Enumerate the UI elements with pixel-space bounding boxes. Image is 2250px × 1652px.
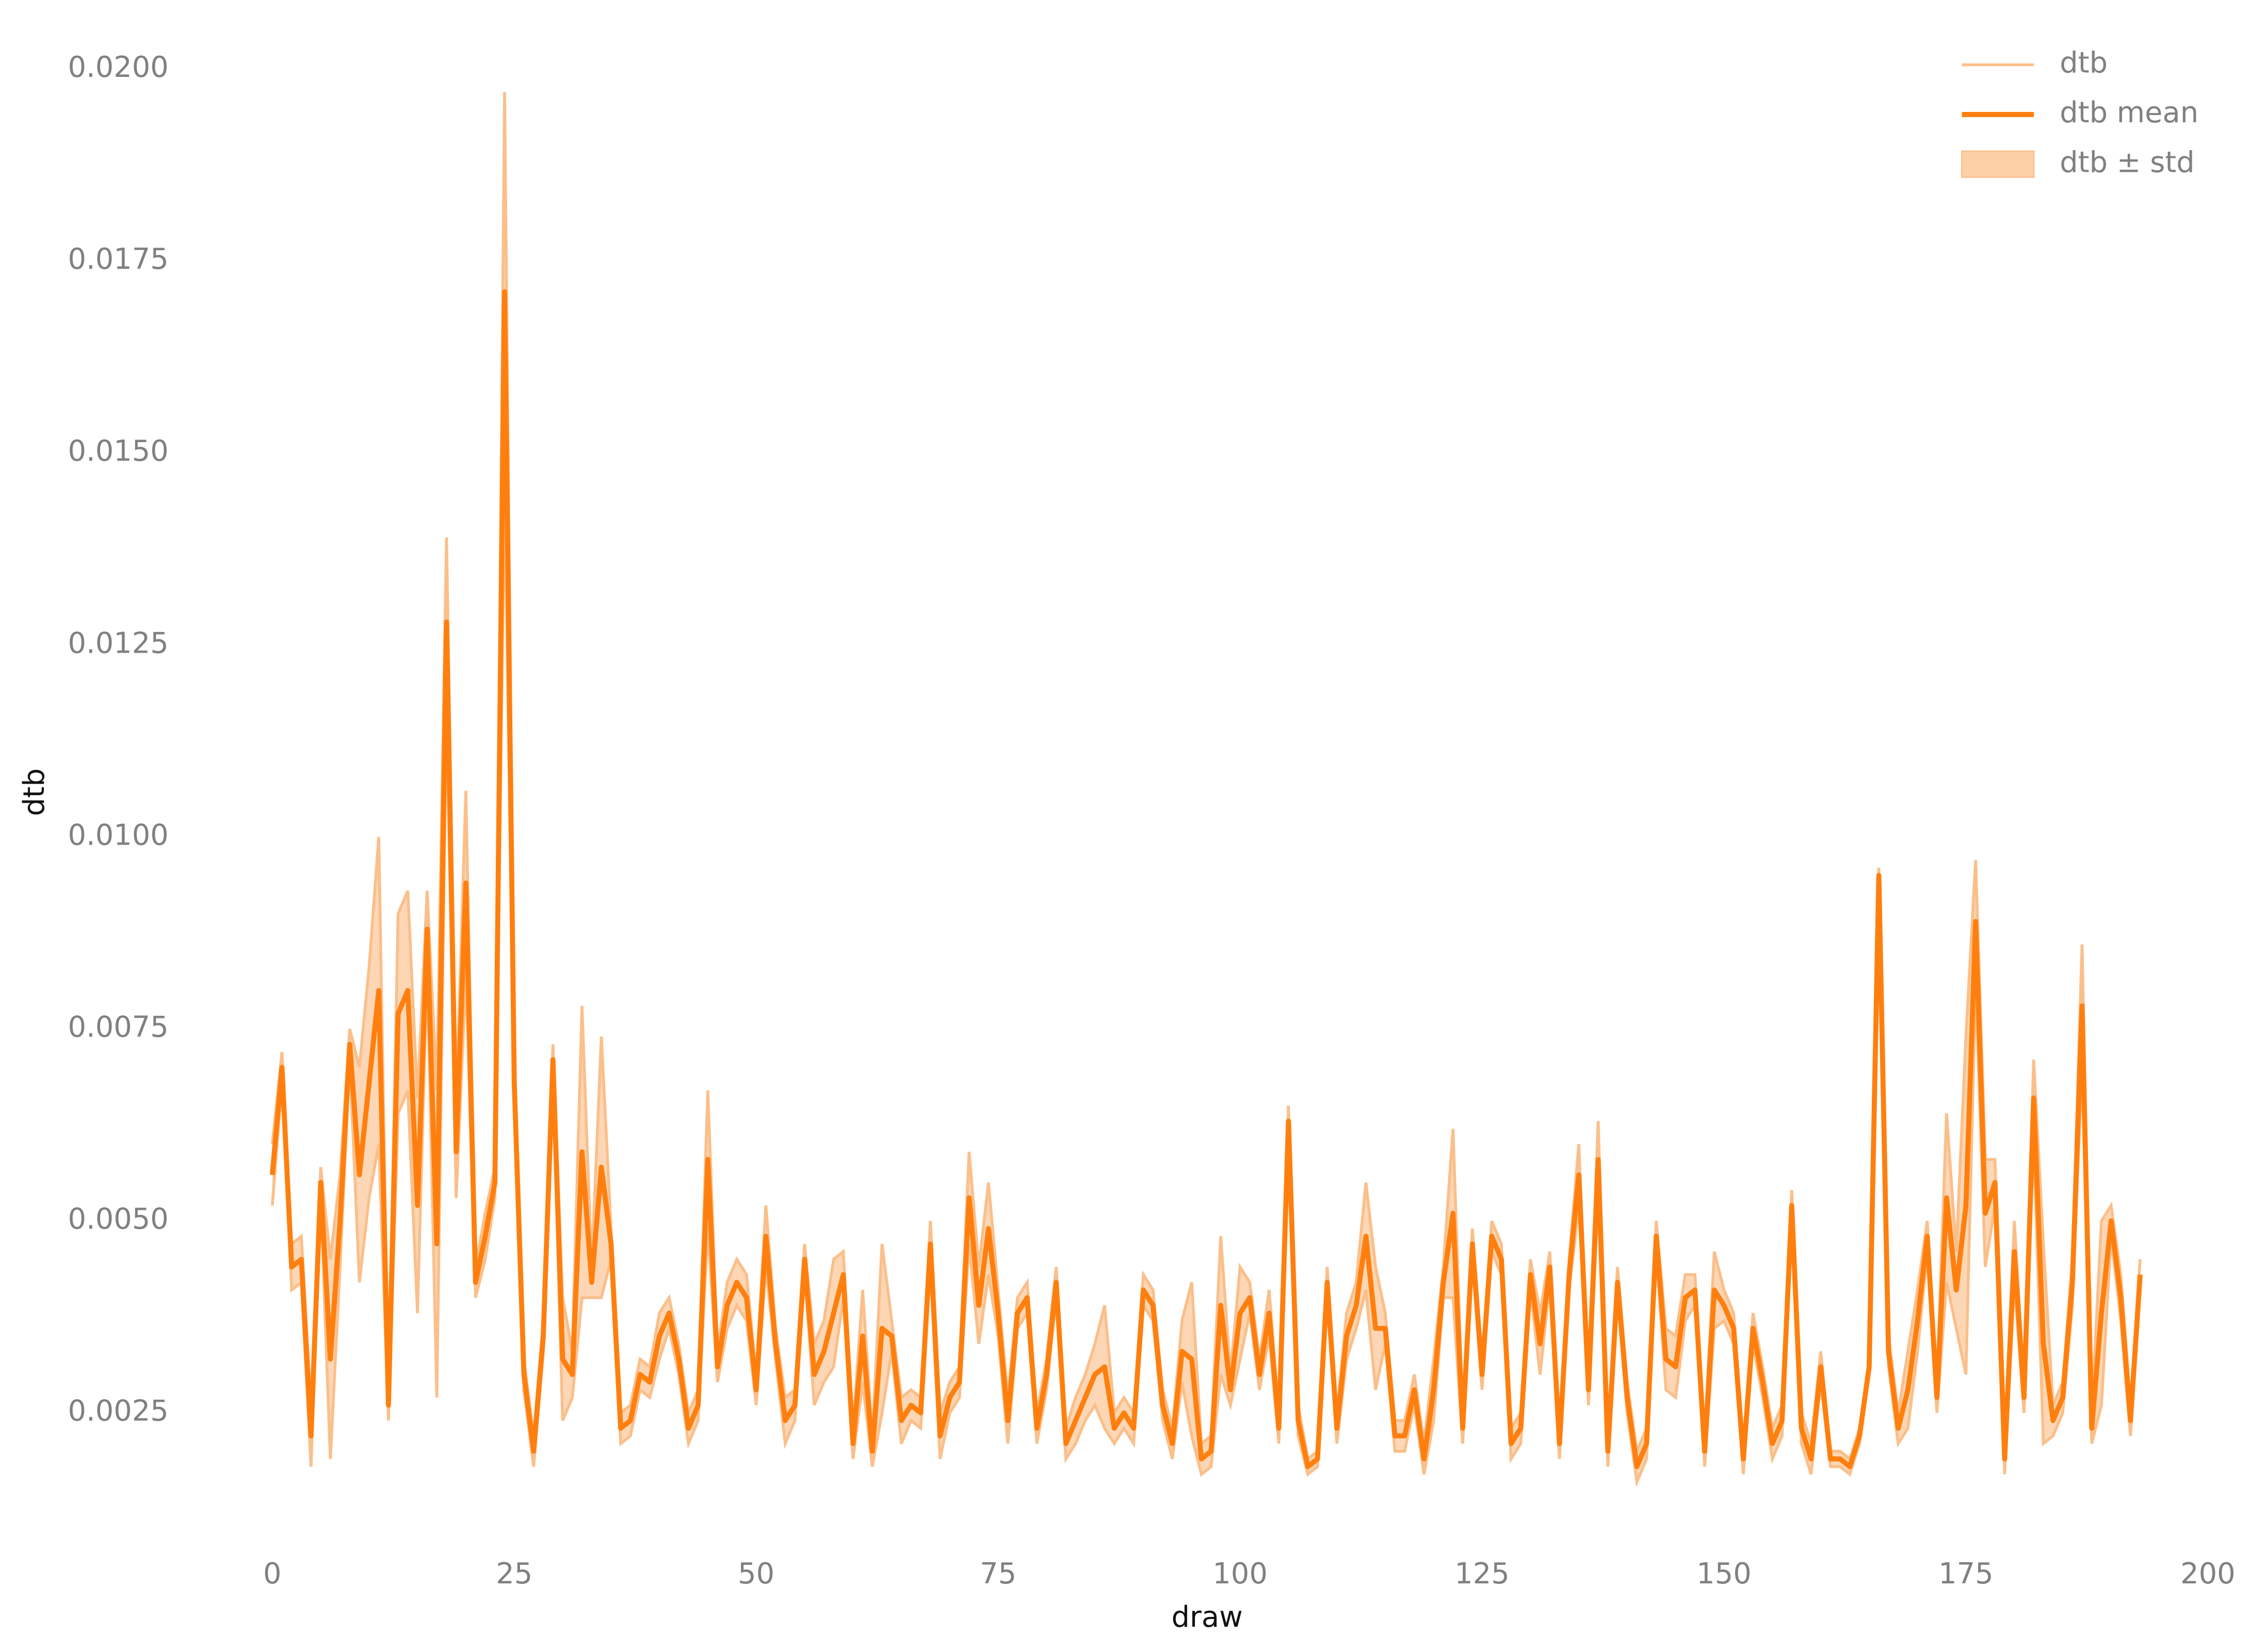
x-tick-label: 75 [980,1557,1016,1591]
x-tick-label: 0 [263,1557,282,1591]
mean-line [269,289,2143,1469]
x-axis-label: draw [1171,1600,1242,1634]
x-tick-label: 150 [1696,1557,1752,1591]
x-tick-label: 100 [1212,1557,1268,1591]
y-axis-label: dtb [18,768,51,816]
std-band [272,92,2141,1482]
legend-label: dtb ± std [2060,145,2194,179]
y-tick-label: 0.0075 [68,1010,168,1044]
x-tick-label: 125 [1454,1557,1510,1591]
band-upper-edge [270,92,2142,1462]
y-tick-label: 0.0150 [68,434,168,468]
y-tick-label: 0.0050 [68,1203,168,1236]
legend-swatch [1961,150,2035,178]
x-tick-label: 175 [1938,1557,1994,1591]
band-lower-edge [270,491,2142,1487]
y-tick-label: 0.0025 [68,1395,168,1428]
y-tick-label: 0.0175 [68,242,168,276]
legend-label: dtb [2060,46,2108,80]
legend-label: dtb mean [2060,96,2198,129]
y-tick-label: 0.0200 [68,51,168,84]
y-tick-label: 0.0100 [68,818,168,852]
y-tick-label: 0.0125 [68,626,168,660]
x-tick-label: 25 [496,1557,532,1591]
x-tick-label: 50 [738,1557,774,1591]
x-tick-label: 200 [2180,1557,2236,1591]
